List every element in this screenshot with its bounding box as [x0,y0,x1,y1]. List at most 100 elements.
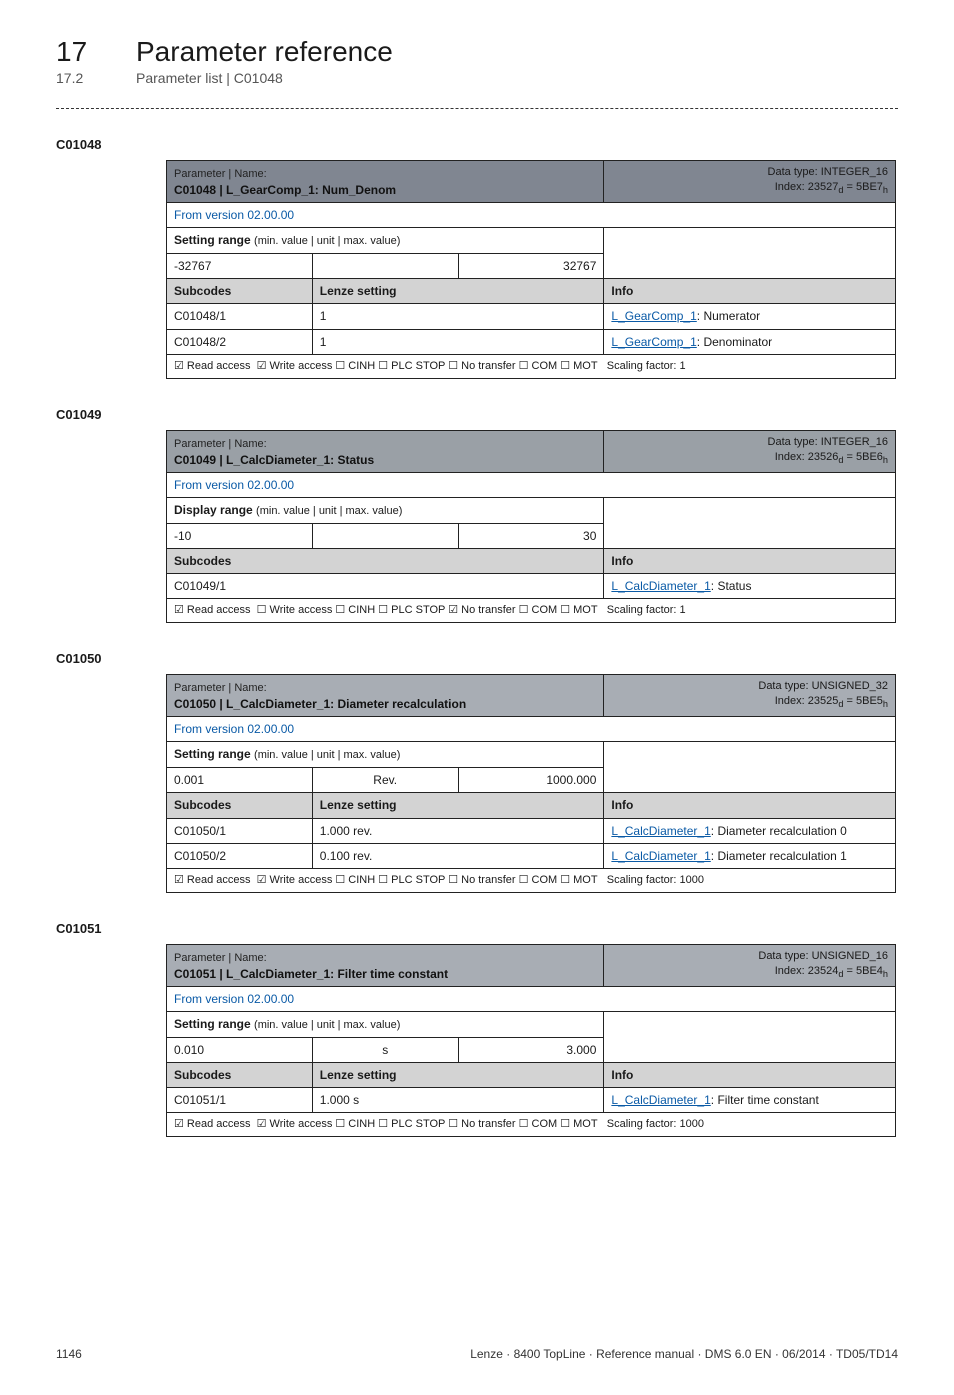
col-subcodes: Subcodes [167,793,313,818]
info-cell: L_CalcDiameter_1: Status [604,574,896,599]
chapter-number: 17 [56,36,112,68]
subchapter-title: Parameter list | C01048 [136,70,283,86]
param-header-left: Parameter | Name: C01050 | L_CalcDiamete… [167,675,604,717]
range-max: 1000.000 [458,768,604,793]
table-row: C01049/1 L_CalcDiameter_1: Status [167,574,896,599]
range-unit: Rev. [312,768,458,793]
lenze-value: 1 [312,304,604,329]
lenze-value: 1 [312,329,604,354]
subcode: C01049/1 [167,574,604,599]
setting-range-label: Setting range (min. value | unit | max. … [167,228,604,254]
param-name: C01050 | L_CalcDiameter_1: Diameter reca… [174,697,466,711]
info-text: : Diameter recalculation 0 [711,824,847,838]
footer-text: Lenze · 8400 TopLine · Reference manual … [470,1347,898,1361]
index-label: Index: 23526d = 5BE6h [775,451,888,463]
subchapter-header: 17.2 Parameter list | C01048 [56,70,898,86]
info-link[interactable]: L_CalcDiameter_1 [611,824,710,838]
page-footer: 1146 Lenze · 8400 TopLine · Reference ma… [56,1347,898,1371]
col-info: Info [604,793,896,818]
param-name-label: Parameter | Name: [174,438,267,450]
section-heading: C01051 [56,921,898,936]
chapter-title: Parameter reference [136,36,393,68]
range-max: 32767 [458,254,604,279]
lenze-value: 1.000 rev. [312,818,604,843]
access-row: ☑ Read access ☑ Write access ☐ CINH ☐ PL… [167,1113,896,1137]
param-name: C01051 | L_CalcDiameter_1: Filter time c… [174,967,448,981]
section-heading: C01049 [56,407,898,422]
data-type: Data type: UNSIGNED_32 [758,680,888,692]
subcode: C01048/1 [167,304,313,329]
range-unit [312,254,458,279]
range-min: -10 [167,523,313,548]
subcode: C01050/1 [167,818,313,843]
param-block-c01049: Parameter | Name: C01049 | L_CalcDiamete… [166,430,896,623]
blank-cell [604,497,896,548]
table-row: C01048/2 1 L_GearComp_1: Denominator [167,329,896,354]
range-min: 0.010 [167,1037,313,1062]
param-table: Parameter | Name: C01050 | L_CalcDiamete… [166,674,896,893]
index-label: Index: 23527d = 5BE7h [775,181,888,193]
param-table: Parameter | Name: C01051 | L_CalcDiamete… [166,944,896,1137]
info-text: : Numerator [697,309,760,323]
param-header-right: Data type: INTEGER_16 Index: 23526d = 5B… [604,430,896,472]
subcode: C01051/1 [167,1088,313,1113]
param-table: Parameter | Name: C01048 | L_GearComp_1:… [166,160,896,379]
range-min: 0.001 [167,768,313,793]
lenze-value: 1.000 s [312,1088,604,1113]
info-cell: L_CalcDiameter_1: Diameter recalculation… [604,818,896,843]
access-row: ☑ Read access ☐ Write access ☐ CINH ☐ PL… [167,599,896,623]
from-version: From version 02.00.00 [167,203,896,228]
param-table: Parameter | Name: C01049 | L_CalcDiamete… [166,430,896,623]
table-row: C01048/1 1 L_GearComp_1: Numerator [167,304,896,329]
index-label: Index: 23525d = 5BE5h [775,695,888,707]
col-lenze-setting: Lenze setting [312,1063,604,1088]
info-cell: L_GearComp_1: Denominator [604,329,896,354]
param-header-right: Data type: INTEGER_16 Index: 23527d = 5B… [604,161,896,203]
range-unit: s [312,1037,458,1062]
section-heading: C01050 [56,651,898,666]
info-link[interactable]: L_CalcDiameter_1 [611,579,710,593]
info-link[interactable]: L_GearComp_1 [611,309,696,323]
section-heading: C01048 [56,137,898,152]
from-version: From version 02.00.00 [167,472,896,497]
setting-range-label: Setting range (min. value | unit | max. … [167,1012,604,1038]
col-info: Info [604,1063,896,1088]
subcode: C01050/2 [167,843,313,868]
param-name-label: Parameter | Name: [174,682,267,694]
param-header-left: Parameter | Name: C01051 | L_CalcDiamete… [167,944,604,986]
param-header-left: Parameter | Name: C01048 | L_GearComp_1:… [167,161,604,203]
range-max: 3.000 [458,1037,604,1062]
info-cell: L_CalcDiameter_1: Diameter recalculation… [604,843,896,868]
param-name-label: Parameter | Name: [174,168,267,180]
param-header-right: Data type: UNSIGNED_32 Index: 23525d = 5… [604,675,896,717]
col-lenze-setting: Lenze setting [312,279,604,304]
range-max: 30 [458,523,604,548]
range-min: -32767 [167,254,313,279]
table-row: C01050/1 1.000 rev. L_CalcDiameter_1: Di… [167,818,896,843]
chapter-header: 17 Parameter reference [56,36,898,68]
index-label: Index: 23524d = 5BE4h [775,965,888,977]
from-version: From version 02.00.00 [167,986,896,1011]
subcode: C01048/2 [167,329,313,354]
info-link[interactable]: L_CalcDiameter_1 [611,1093,710,1107]
lenze-value: 0.100 rev. [312,843,604,868]
param-name: C01048 | L_GearComp_1: Num_Denom [174,183,396,197]
range-unit [312,523,458,548]
info-text: : Diameter recalculation 1 [711,849,847,863]
param-header-right: Data type: UNSIGNED_16 Index: 23524d = 5… [604,944,896,986]
info-link[interactable]: L_GearComp_1 [611,335,696,349]
access-row: ☑ Read access ☑ Write access ☐ CINH ☐ PL… [167,354,896,378]
from-version: From version 02.00.00 [167,717,896,742]
blank-cell [604,228,896,279]
info-text: : Status [711,579,752,593]
setting-range-label: Setting range (min. value | unit | max. … [167,742,604,768]
col-subcodes: Subcodes [167,1063,313,1088]
col-subcodes: Subcodes [167,279,313,304]
info-link[interactable]: L_CalcDiameter_1 [611,849,710,863]
subchapter-number: 17.2 [56,70,112,86]
page: 17 Parameter reference 17.2 Parameter li… [0,0,954,1395]
blank-cell [604,742,896,793]
display-range-label: Display range (min. value | unit | max. … [167,497,604,523]
data-type: Data type: INTEGER_16 [768,436,888,448]
col-info: Info [604,548,896,573]
